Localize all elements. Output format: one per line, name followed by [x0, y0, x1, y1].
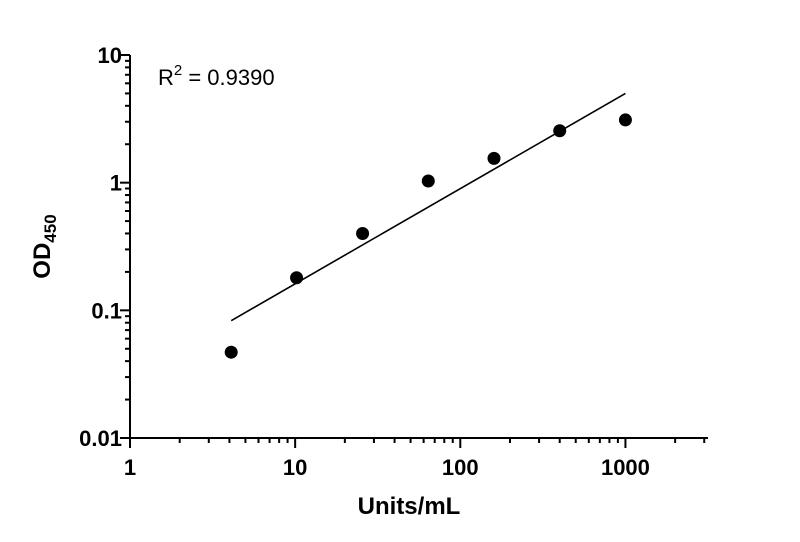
x-tick-label: 10	[283, 455, 307, 480]
data-point	[553, 124, 567, 138]
y-tick-label: 1	[110, 171, 122, 196]
data-point	[487, 151, 501, 165]
y-tick-label: 0.01	[79, 426, 122, 451]
fit-line	[230, 92, 626, 322]
data-point	[618, 113, 632, 127]
y-axis-title: OD450	[29, 214, 60, 278]
data-point	[421, 174, 435, 188]
x-tick-label: 100	[442, 455, 479, 480]
x-axis-title: Units/mL	[358, 493, 461, 520]
r-squared-sup: 2	[174, 62, 182, 79]
y-tick-label: 10	[98, 43, 122, 68]
x-tick-label: 1000	[601, 455, 650, 480]
axes	[120, 54, 708, 448]
r-squared-base: R	[158, 65, 174, 90]
data-point	[356, 226, 370, 240]
x-tick-label: 1	[124, 455, 136, 480]
r-squared-value: = 0.9390	[182, 65, 274, 90]
labels: 1 10 100 1000 0.01 0.1 1 10 Units/mL OD450 R2 = 0.…	[29, 43, 650, 520]
y-tick-label: 0.1	[91, 298, 122, 323]
data-points	[224, 113, 632, 359]
fit-line-group	[230, 92, 626, 322]
data-point	[224, 345, 238, 359]
y-axis-title-main: OD	[29, 243, 56, 279]
r-squared-annotation: R2 = 0.9390	[158, 62, 275, 90]
data-point	[290, 271, 304, 285]
y-axis-title-sub: 450	[41, 214, 60, 242]
